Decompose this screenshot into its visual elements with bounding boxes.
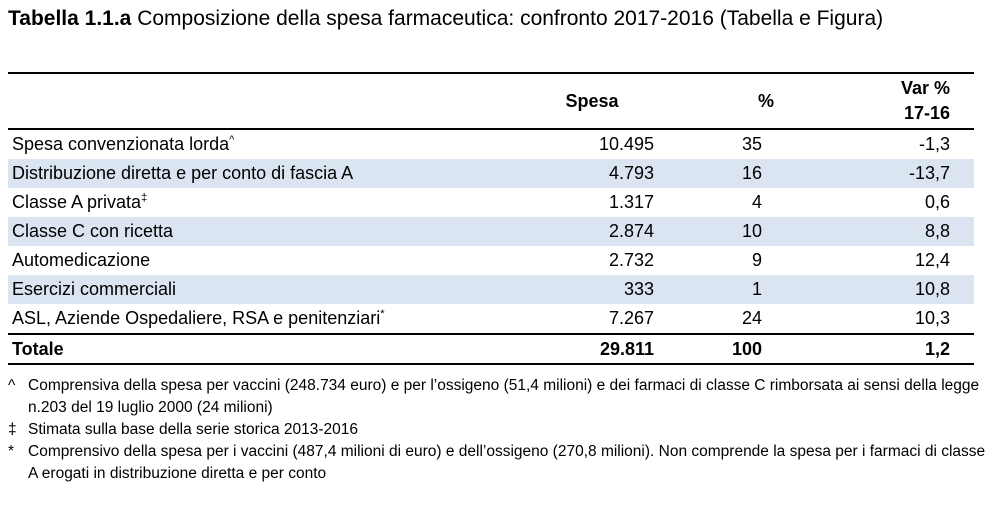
table-row: Spesa convenzionata lorda^ 10.495 35 -1,3: [8, 129, 974, 159]
row-variation-text: 10,3: [914, 308, 950, 328]
row-label-text: Spesa convenzionata lorda: [12, 134, 230, 154]
footnote-marker: ‡: [141, 192, 148, 204]
table-row: Classe C con ricetta 2.874 10 8,8: [8, 217, 974, 246]
row-variation: 0,6: [856, 188, 974, 217]
footnote-mark: ^: [8, 377, 16, 394]
row-spesa: 10.495: [508, 129, 676, 159]
footnote: ‡ Stimata sulla base della serie storica …: [8, 419, 988, 441]
row-variation: 10,8: [856, 275, 974, 304]
row-label-text: ASL, Aziende Ospedaliere, RSA e penitenz…: [12, 308, 381, 328]
footnote-mark: ‡: [8, 421, 17, 438]
row-variation-text: -1,3: [918, 134, 950, 154]
total-variation: 1,2: [924, 339, 950, 359]
row-percent: 10: [676, 217, 856, 246]
header-percent: %: [757, 90, 774, 111]
row-variation-text: 8,8: [924, 221, 950, 241]
row-label: Distribuzione diretta e per conto di fas…: [8, 159, 508, 188]
row-label: Classe A privata‡: [8, 188, 508, 217]
row-variation-text: 10,8: [914, 279, 950, 299]
row-label-text: Distribuzione diretta e per conto di fas…: [12, 163, 354, 183]
row-label-text: Classe C con ricetta: [12, 221, 174, 241]
row-percent-text: 10: [741, 221, 762, 241]
row-variation-text: 12,4: [914, 250, 950, 270]
row-spesa: 4.793: [508, 159, 676, 188]
row-label: Automedicazione: [8, 246, 508, 275]
footnote-text: Comprensivo della spesa per i vaccini (4…: [28, 443, 986, 482]
row-percent-text: 24: [741, 308, 762, 328]
row-percent-text: 16: [741, 163, 762, 183]
row-variation: 10,3: [856, 304, 974, 334]
row-label-text: Automedicazione: [12, 250, 151, 270]
row-spesa: 1.317: [508, 188, 676, 217]
row-label: ASL, Aziende Ospedaliere, RSA e penitenz…: [8, 304, 508, 334]
header-row: Spesa % Var % 17-16: [8, 73, 974, 129]
total-percent: 100: [731, 339, 762, 359]
header-spesa: Spesa: [565, 90, 619, 111]
total-spesa: 29.811: [599, 339, 654, 359]
row-spesa: 7.267: [508, 304, 676, 334]
row-spesa: 2.874: [508, 217, 676, 246]
row-percent: 9: [676, 246, 856, 275]
total-label: Totale: [12, 339, 64, 359]
row-percent: 24: [676, 304, 856, 334]
caption-title: Composizione della spesa farmaceutica: c…: [137, 7, 884, 30]
footnote: ^ Comprensiva della spesa per vaccini (24…: [8, 375, 988, 419]
row-label-text: Classe A privata: [12, 192, 142, 212]
row-percent: 4: [676, 188, 856, 217]
footnote-marker: *: [380, 308, 385, 320]
caption-number: Tabella 1.1.a: [8, 7, 132, 30]
row-percent-text: 35: [741, 134, 762, 154]
row-variation: 12,4: [856, 246, 974, 275]
footnote-text: Stimata sulla base della serie storica 2…: [28, 421, 358, 438]
table-row: ASL, Aziende Ospedaliere, RSA e penitenz…: [8, 304, 974, 334]
row-spesa-text: 2.732: [608, 250, 654, 270]
footnote-text: Comprensiva della spesa per vaccini (248…: [28, 377, 980, 416]
total-row: Totale 29.811 100 1,2: [8, 334, 974, 364]
row-spesa-text: 7.267: [608, 308, 654, 328]
row-variation: -13,7: [856, 159, 974, 188]
header-variation-line2: 17-16: [903, 103, 950, 123]
header-label: [8, 73, 508, 129]
row-percent: 1: [676, 275, 856, 304]
row-label: Classe C con ricetta: [8, 217, 508, 246]
footnote-marker: ^: [229, 134, 235, 146]
row-variation: -1,3: [856, 129, 974, 159]
row-variation: 8,8: [856, 217, 974, 246]
row-percent: 35: [676, 129, 856, 159]
row-percent-text: 9: [751, 250, 762, 270]
row-variation-text: -13,7: [908, 163, 950, 183]
row-spesa: 333: [508, 275, 676, 304]
row-percent-text: 1: [751, 279, 762, 299]
row-spesa-text: 333: [623, 279, 654, 299]
row-spesa-text: 1.317: [608, 192, 654, 212]
row-label: Spesa convenzionata lorda^: [8, 129, 508, 159]
footnote: * Comprensivo della spesa per i vaccini (…: [8, 441, 988, 485]
row-spesa-text: 4.793: [608, 163, 654, 183]
row-percent: 16: [676, 159, 856, 188]
row-spesa-text: 10.495: [598, 134, 654, 154]
row-percent-text: 4: [751, 192, 762, 212]
row-spesa: 2.732: [508, 246, 676, 275]
expenditure-table: Spesa % Var % 17-16 Spesa convenzionata …: [8, 72, 974, 365]
footnote-mark: *: [8, 443, 15, 460]
row-label-text: Esercizi commerciali: [12, 279, 177, 299]
row-label: Esercizi commerciali: [8, 275, 508, 304]
footnotes: ^ Comprensiva della spesa per vaccini (24…: [8, 375, 988, 485]
table-caption: Tabella 1.1.a Composizione della spesa f…: [8, 4, 978, 33]
header-variation-line1: Var %: [900, 78, 950, 98]
table-row: Classe A privata‡ 1.317 4 0,6: [8, 188, 974, 217]
row-variation-text: 0,6: [924, 192, 950, 212]
table-row: Automedicazione 2.732 9 12,4: [8, 246, 974, 275]
table-row: Esercizi commerciali 333 1 10,8: [8, 275, 974, 304]
row-spesa-text: 2.874: [608, 221, 654, 241]
header-variation: Var % 17-16: [856, 73, 974, 129]
table-row: Distribuzione diretta e per conto di fas…: [8, 159, 974, 188]
